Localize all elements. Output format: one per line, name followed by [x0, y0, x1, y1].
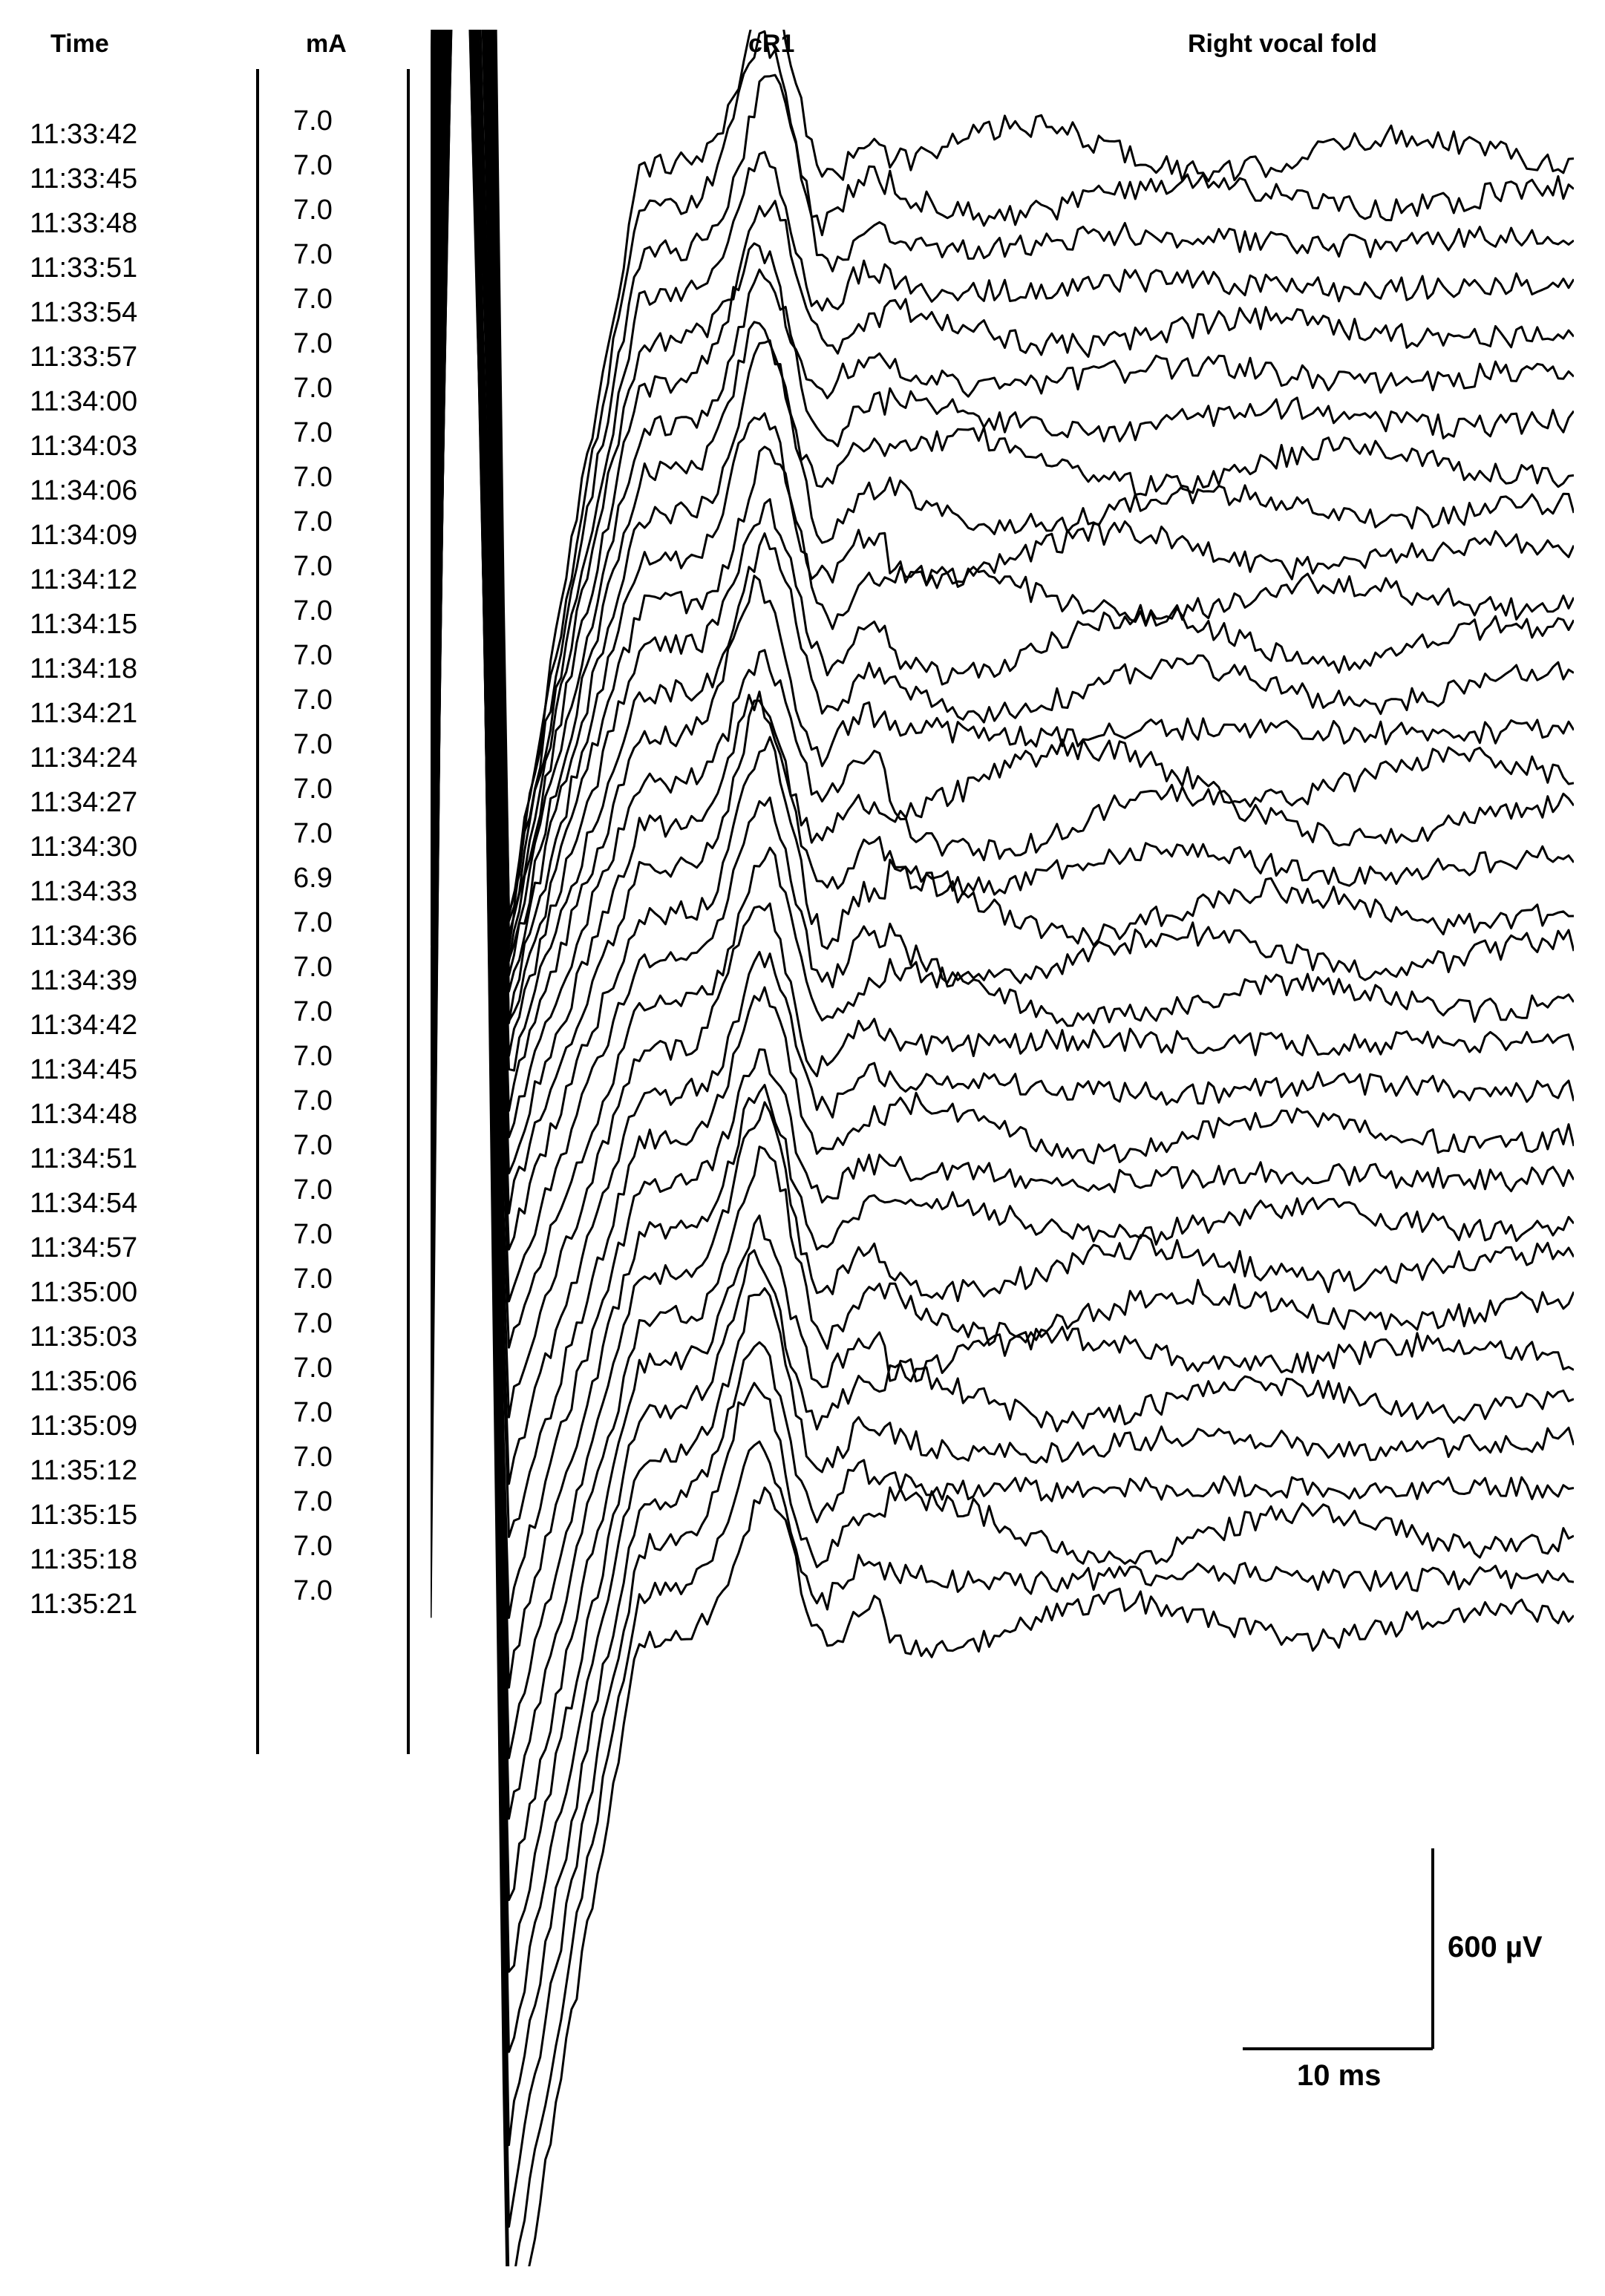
ma-row: 7.0 [293, 684, 333, 716]
time-row: 11:34:48 [30, 1099, 137, 1131]
ma-row: 7.0 [293, 1085, 333, 1117]
ma-row: 7.0 [293, 996, 333, 1028]
waveform-trace [431, 30, 1574, 1618]
time-row: 11:33:48 [30, 208, 137, 240]
time-row: 11:35:09 [30, 1410, 137, 1442]
ma-row: 7.0 [293, 773, 333, 805]
time-row: 11:34:42 [30, 1010, 137, 1041]
time-row: 11:33:54 [30, 297, 137, 329]
ma-row: 7.0 [293, 239, 333, 271]
time-row: 11:34:09 [30, 520, 137, 552]
ma-row: 7.0 [293, 1219, 333, 1251]
ma-row: 7.0 [293, 952, 333, 984]
time-row: 11:34:21 [30, 698, 137, 730]
time-row: 11:35:12 [30, 1455, 137, 1487]
waveform-trace [431, 30, 1574, 975]
waveform-trace [431, 30, 1574, 915]
scale-voltage-label: 600 µV [1448, 1931, 1543, 1964]
ma-row: 7.0 [293, 907, 333, 939]
time-row: 11:35:15 [30, 1499, 137, 1531]
time-row: 11:33:51 [30, 252, 137, 284]
time-row: 11:35:18 [30, 1544, 137, 1576]
time-row: 11:34:36 [30, 920, 137, 952]
ma-row: 7.0 [293, 328, 333, 360]
waveform-trace [431, 30, 1574, 1819]
time-row: 11:34:06 [30, 475, 137, 507]
time-row: 11:34:12 [30, 564, 137, 596]
ma-row: 7.0 [293, 1174, 333, 1206]
ma-row: 7.0 [293, 373, 333, 405]
waveform-trace [431, 30, 1574, 2266]
ma-row: 7.0 [293, 417, 333, 449]
time-row: 11:35:06 [30, 1366, 137, 1398]
waveform-trace [431, 30, 1574, 2266]
waveform-trace [431, 30, 1574, 915]
ma-row: 7.0 [293, 1531, 333, 1563]
ma-row: 7.0 [293, 1308, 333, 1340]
time-row: 11:35:21 [30, 1589, 137, 1620]
waveform-plot [431, 30, 1574, 2266]
header-time: Time [50, 30, 109, 59]
ma-row: 7.0 [293, 551, 333, 583]
time-row: 11:34:03 [30, 431, 137, 462]
ma-row: 6.9 [293, 863, 333, 894]
ma-row: 7.0 [293, 1442, 333, 1474]
ma-row: 7.0 [293, 1041, 333, 1073]
divider-1 [256, 69, 259, 1754]
ma-row: 7.0 [293, 284, 333, 315]
ma-row: 7.0 [293, 506, 333, 538]
ma-row: 7.0 [293, 729, 333, 761]
time-row: 11:34:00 [30, 386, 137, 418]
time-row: 11:33:57 [30, 341, 137, 373]
time-row: 11:33:45 [30, 163, 137, 195]
time-row: 11:34:39 [30, 965, 137, 997]
ma-row: 7.0 [293, 1397, 333, 1429]
ma-row: 7.0 [293, 595, 333, 627]
ma-row: 7.0 [293, 105, 333, 137]
time-row: 11:34:24 [30, 742, 137, 774]
divider-2 [407, 69, 410, 1754]
waterfall-figure: Time mA cR1 Right vocal fold 11:33:4211:… [30, 30, 1575, 2266]
scale-time-label: 10 ms [1297, 2059, 1381, 2093]
ma-row: 7.0 [293, 1263, 333, 1295]
waveform-trace [431, 30, 1574, 2145]
time-row: 11:34:27 [30, 787, 137, 819]
scale-bar [1243, 1848, 1433, 2049]
ma-row: 7.0 [293, 462, 333, 494]
ma-row: 7.0 [293, 150, 333, 182]
time-row: 11:35:00 [30, 1277, 137, 1309]
waveform-trace [431, 30, 1574, 1213]
waveform-trace [431, 30, 1574, 960]
header-ma: mA [306, 30, 347, 59]
time-row: 11:34:33 [30, 876, 137, 908]
ma-row: 7.0 [293, 818, 333, 850]
ma-row: 7.0 [293, 1486, 333, 1518]
waveform-trace [431, 30, 1574, 961]
ma-row: 7.0 [293, 640, 333, 672]
ma-row: 7.0 [293, 194, 333, 226]
time-row: 11:34:18 [30, 653, 137, 685]
time-row: 11:34:15 [30, 609, 137, 641]
time-row: 11:34:45 [30, 1054, 137, 1086]
waveform-trace [431, 30, 1574, 1537]
ma-row: 7.0 [293, 1130, 333, 1162]
time-row: 11:33:42 [30, 119, 137, 151]
time-row: 11:35:03 [30, 1321, 137, 1353]
waveform-trace [431, 30, 1574, 921]
time-row: 11:34:30 [30, 831, 137, 863]
ma-row: 7.0 [293, 1353, 333, 1384]
time-row: 11:34:51 [30, 1143, 137, 1175]
waveform-trace [431, 30, 1574, 1111]
waveform-trace [431, 30, 1574, 2227]
time-row: 11:34:57 [30, 1232, 137, 1264]
ma-row: 7.0 [293, 1575, 333, 1607]
time-row: 11:34:54 [30, 1188, 137, 1220]
